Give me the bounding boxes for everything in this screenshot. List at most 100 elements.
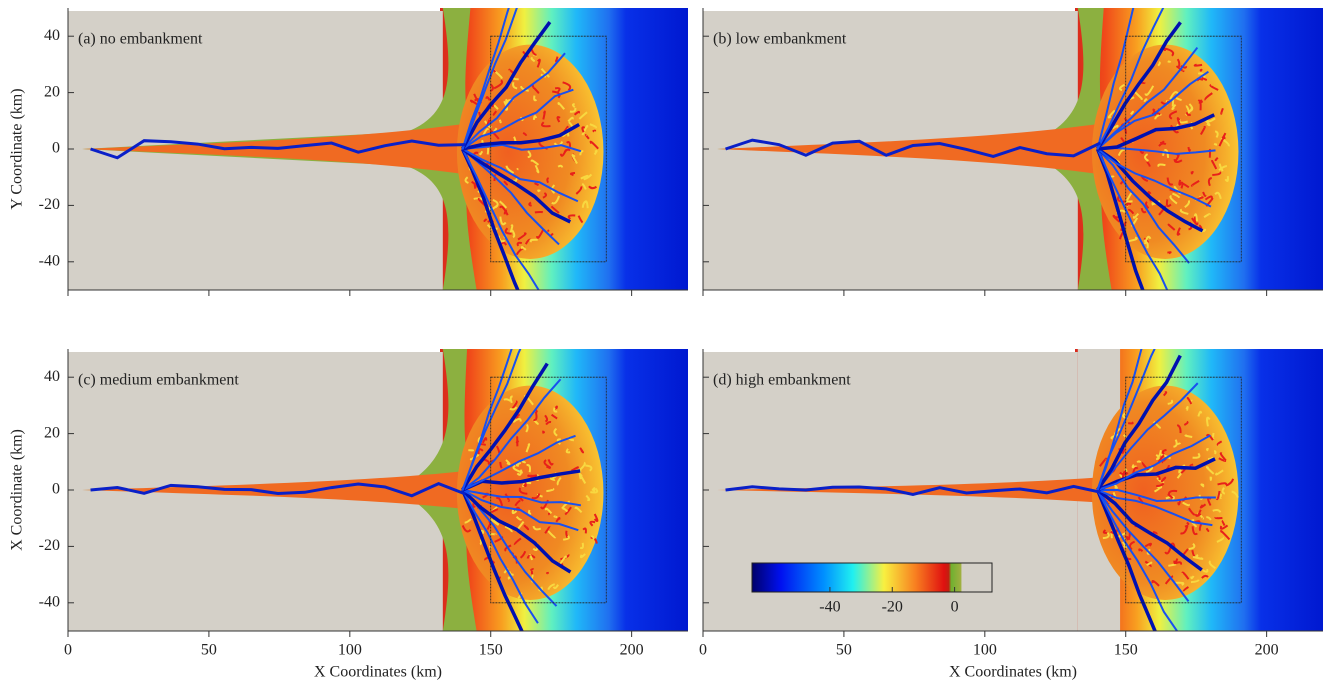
field bbox=[68, 349, 688, 631]
bar-texture bbox=[571, 154, 578, 165]
panel: (a) no embankment -40 -20 0 20 40 Y Coordinate… bbox=[9, 8, 688, 296]
bar-texture bbox=[505, 165, 515, 174]
bar-texture bbox=[469, 453, 480, 461]
channel bbox=[461, 349, 513, 491]
bar-texture bbox=[483, 458, 491, 466]
bar-texture bbox=[1182, 548, 1189, 556]
bar-texture bbox=[1102, 532, 1110, 540]
bar-texture bbox=[547, 583, 556, 591]
bar-texture bbox=[1132, 212, 1140, 219]
bar-texture bbox=[1117, 195, 1126, 203]
bar-texture bbox=[498, 119, 502, 124]
y-tick-label: 0 bbox=[52, 481, 60, 498]
bar-texture bbox=[473, 197, 483, 201]
bar-texture bbox=[1224, 176, 1230, 182]
bar-texture bbox=[552, 584, 559, 590]
bar-texture bbox=[523, 524, 530, 531]
bar-texture bbox=[1219, 452, 1227, 462]
bar-texture bbox=[1176, 227, 1181, 236]
bar-texture bbox=[1144, 201, 1150, 209]
bar-texture bbox=[526, 554, 536, 559]
channel bbox=[462, 122, 580, 151]
bar-texture bbox=[1181, 571, 1190, 580]
bar-texture bbox=[540, 67, 550, 78]
bar-texture bbox=[1128, 236, 1138, 243]
bar-texture bbox=[556, 116, 561, 123]
bar-texture bbox=[1128, 421, 1134, 425]
bar-texture bbox=[1216, 536, 1224, 543]
bar-texture bbox=[1198, 523, 1203, 532]
bar-texture bbox=[1199, 503, 1207, 509]
bar-texture bbox=[509, 224, 514, 234]
bar-texture bbox=[1136, 460, 1142, 464]
bar-texture bbox=[499, 200, 508, 209]
channel bbox=[1096, 21, 1182, 150]
bar-texture bbox=[515, 413, 521, 419]
bar-texture bbox=[1175, 97, 1182, 102]
channel bbox=[1096, 148, 1190, 264]
bar-texture bbox=[1176, 58, 1181, 68]
bar-texture bbox=[553, 427, 558, 437]
bar-texture bbox=[1209, 476, 1213, 481]
study-box bbox=[490, 376, 607, 604]
bar-texture bbox=[1191, 526, 1198, 536]
bar-texture bbox=[1190, 575, 1195, 580]
bar-texture bbox=[530, 56, 536, 63]
bar-texture bbox=[519, 550, 527, 559]
bar-texture bbox=[1180, 524, 1189, 535]
bar-texture bbox=[1146, 548, 1151, 555]
bar-texture bbox=[1172, 192, 1181, 199]
y-tick-label: 20 bbox=[44, 424, 60, 441]
bar-texture bbox=[485, 96, 491, 101]
channel bbox=[1097, 488, 1216, 502]
bar-texture bbox=[529, 474, 538, 479]
bar-texture bbox=[1155, 453, 1160, 461]
bar-texture bbox=[495, 496, 504, 507]
bar-texture bbox=[1144, 85, 1155, 96]
bar-texture bbox=[1125, 535, 1131, 541]
bar-texture bbox=[1170, 124, 1180, 134]
bar-texture bbox=[579, 150, 584, 156]
bar-texture bbox=[1190, 579, 1200, 584]
bar-texture bbox=[1198, 101, 1202, 111]
colorbar-tick-label: -40 bbox=[819, 599, 840, 616]
bar-texture bbox=[505, 459, 511, 466]
bar-texture bbox=[1099, 457, 1108, 467]
bar-texture bbox=[588, 185, 598, 190]
bar-texture bbox=[1168, 110, 1178, 120]
bar-texture bbox=[593, 149, 598, 156]
bar-texture bbox=[509, 406, 518, 411]
bar-texture bbox=[1197, 72, 1206, 78]
y-axis-label: Y Coordinate (km) bbox=[9, 88, 26, 209]
bar-texture bbox=[499, 461, 503, 469]
bar-texture bbox=[483, 218, 488, 222]
bar-texture bbox=[553, 407, 558, 413]
bar-texture bbox=[1182, 501, 1190, 507]
channel bbox=[462, 148, 579, 203]
colorbar-tick-label: 0 bbox=[951, 599, 959, 616]
bar-texture bbox=[1143, 98, 1148, 103]
bar-texture bbox=[472, 503, 476, 508]
bar-texture bbox=[1152, 531, 1158, 535]
bar-texture bbox=[1191, 217, 1199, 226]
bar-texture bbox=[1173, 158, 1183, 164]
bar-texture bbox=[563, 535, 570, 541]
bar-texture bbox=[557, 102, 566, 110]
bar-texture bbox=[569, 172, 576, 177]
bar-texture bbox=[549, 477, 556, 481]
bar-texture bbox=[1225, 478, 1235, 487]
bar-texture bbox=[1193, 63, 1203, 67]
channel bbox=[461, 8, 510, 150]
bar-texture bbox=[1157, 163, 1166, 168]
bar-texture bbox=[1216, 440, 1223, 446]
channel bbox=[461, 52, 566, 150]
bar-texture bbox=[1140, 207, 1147, 214]
bar-texture bbox=[1218, 165, 1227, 171]
bar-texture bbox=[1165, 199, 1172, 208]
bar-texture bbox=[1163, 149, 1170, 158]
bar-texture bbox=[1118, 83, 1126, 92]
bar-texture bbox=[1217, 482, 1228, 486]
bar-texture bbox=[1144, 542, 1152, 548]
delta-fan bbox=[456, 44, 604, 259]
bar-texture bbox=[1143, 239, 1149, 249]
